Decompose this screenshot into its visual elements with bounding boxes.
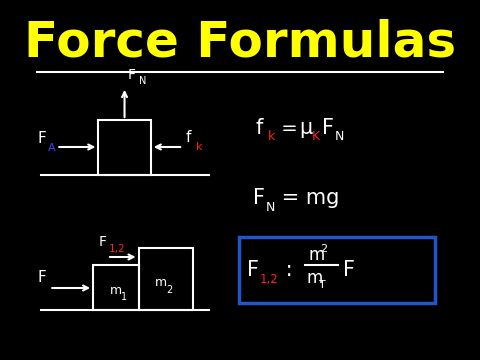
Text: f: f xyxy=(256,118,263,138)
Text: A: A xyxy=(48,143,55,153)
Text: μ: μ xyxy=(300,118,313,138)
Text: m: m xyxy=(308,246,324,264)
Text: m: m xyxy=(155,276,167,289)
Bar xyxy=(139,248,193,310)
Text: Force Formulas: Force Formulas xyxy=(24,18,456,66)
Text: N: N xyxy=(265,201,275,213)
Text: k: k xyxy=(196,142,203,152)
Text: N: N xyxy=(335,130,344,143)
Text: 1,2: 1,2 xyxy=(109,244,125,254)
Text: K: K xyxy=(312,130,320,143)
Text: N: N xyxy=(139,76,146,86)
Text: =: = xyxy=(275,118,304,138)
Bar xyxy=(98,120,151,175)
Text: f: f xyxy=(186,130,191,144)
Text: 1: 1 xyxy=(121,292,127,302)
Text: F: F xyxy=(37,270,46,285)
Text: k: k xyxy=(268,130,275,143)
Text: F: F xyxy=(37,131,46,145)
Text: F: F xyxy=(98,235,106,249)
Text: F: F xyxy=(322,118,334,138)
Text: F: F xyxy=(343,260,355,280)
Text: 2: 2 xyxy=(321,244,328,254)
Bar xyxy=(93,265,139,310)
Text: F: F xyxy=(253,188,265,208)
Text: F: F xyxy=(128,68,136,82)
Text: F: F xyxy=(247,260,259,280)
Text: m: m xyxy=(109,284,122,297)
Text: = mg: = mg xyxy=(275,188,339,208)
Text: 1,2: 1,2 xyxy=(260,273,279,285)
Text: :: : xyxy=(279,260,293,280)
Text: 2: 2 xyxy=(167,285,173,295)
Text: T: T xyxy=(319,280,325,290)
Text: m: m xyxy=(307,269,323,287)
